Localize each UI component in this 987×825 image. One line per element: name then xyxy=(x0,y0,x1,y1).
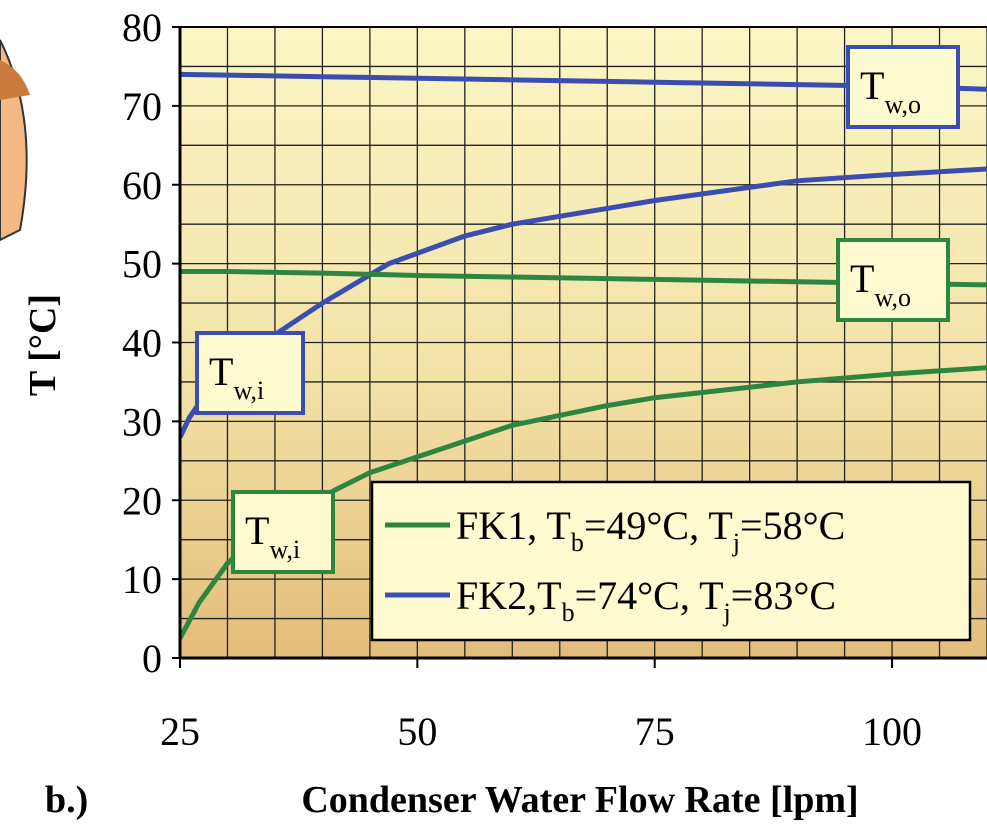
legend-box xyxy=(370,480,972,642)
legend-sub: b xyxy=(571,528,584,557)
panel-label: b.) xyxy=(45,779,88,821)
y-tick-label: 30 xyxy=(122,399,162,444)
label-main: T xyxy=(850,256,874,301)
legend-text: =83°C xyxy=(731,573,836,618)
label-sub: w,i xyxy=(233,376,264,405)
curve-label: Tw,o xyxy=(836,238,950,322)
legend-text: =49°C, T xyxy=(584,503,733,548)
y-tick-label: 70 xyxy=(122,84,162,129)
label-main: T xyxy=(209,349,233,394)
legend-text: FK1, T xyxy=(456,503,571,548)
curve-label-box xyxy=(231,490,335,574)
label-sub: w,o xyxy=(874,283,911,312)
curve-label-box xyxy=(836,238,950,322)
x-tick-label: 25 xyxy=(160,709,200,754)
curve-label-text: Tw,i xyxy=(245,508,300,564)
label-main: T xyxy=(245,508,269,553)
legend-text: =58°C xyxy=(740,503,845,548)
curve-label-text: Tw,o xyxy=(850,256,911,312)
y-tick-label: 50 xyxy=(122,242,162,287)
y-axis-title: T [°C] xyxy=(22,294,64,396)
y-tick-label: 20 xyxy=(122,478,162,523)
y-tick-label: 60 xyxy=(122,163,162,208)
y-tick-label: 10 xyxy=(122,557,162,602)
curve-label: Tw,i xyxy=(195,331,305,415)
label-sub: w,i xyxy=(269,535,300,564)
y-tick-label: 0 xyxy=(142,636,162,681)
legend-sub: b xyxy=(562,598,575,627)
curve-label: Tw,o xyxy=(846,45,960,129)
y-tick-label: 40 xyxy=(122,321,162,366)
legend-text: FK2,T xyxy=(456,573,562,618)
x-tick-label: 100 xyxy=(862,709,922,754)
label-main: T xyxy=(860,63,884,108)
series-line xyxy=(180,365,987,640)
legend-label: FK2,Tb=74°C, Tj=83°C xyxy=(456,573,836,627)
x-axis-title: Condenser Water Flow Rate [lpm] xyxy=(301,779,858,821)
x-tick-label: 50 xyxy=(397,709,437,754)
y-tick-label: 80 xyxy=(122,5,162,50)
legend-text: =74°C, T xyxy=(575,573,724,618)
curve-label-box xyxy=(846,45,960,129)
label-sub: w,o xyxy=(884,90,921,119)
legend-sub: j xyxy=(732,528,740,557)
left-decoration xyxy=(0,39,30,242)
legend-sub: j xyxy=(723,598,731,627)
curve-label-box xyxy=(195,331,305,415)
curve-label-text: Tw,o xyxy=(860,63,921,119)
curve-label: Tw,i xyxy=(231,490,335,574)
x-tick-label: 75 xyxy=(635,709,675,754)
legend-label: FK1, Tb=49°C, Tj=58°C xyxy=(456,503,845,557)
curve-label-text: Tw,i xyxy=(209,349,264,405)
